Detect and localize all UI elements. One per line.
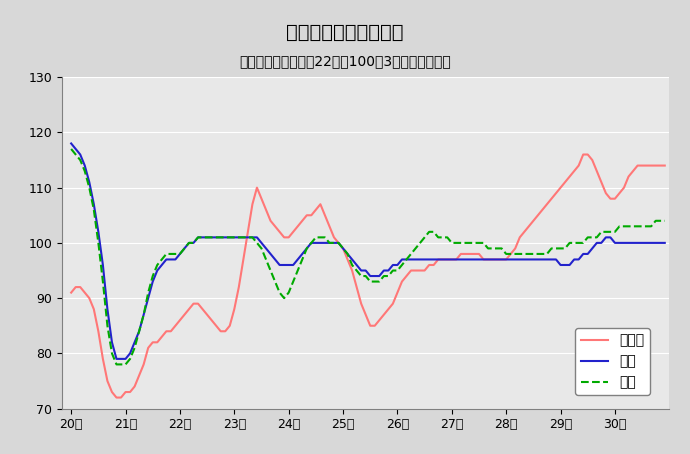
中国 <box>660 240 669 246</box>
全国 <box>552 246 560 251</box>
Line: 全国: 全国 <box>71 149 664 365</box>
全国 <box>547 246 555 251</box>
Text: （季節調整済、平成22年＝100、3ヶ月移動平均）: （季節調整済、平成22年＝100、3ヶ月移動平均） <box>239 54 451 69</box>
鳥取県 <box>121 389 130 395</box>
中国 <box>271 257 279 262</box>
鳥取県 <box>547 196 555 202</box>
中国 <box>552 257 560 262</box>
中国 <box>121 356 130 361</box>
中国 <box>144 296 152 301</box>
全国 <box>112 362 121 367</box>
Line: 中国: 中国 <box>71 143 664 359</box>
鳥取県 <box>144 345 152 350</box>
鳥取県 <box>67 290 75 295</box>
鳥取県 <box>271 223 279 229</box>
中国 <box>67 141 75 146</box>
Text: 鉱工業生産指数の推移: 鉱工業生産指数の推移 <box>286 23 404 42</box>
全国 <box>660 218 669 223</box>
Legend: 鳥取県, 中国, 全国: 鳥取県, 中国, 全国 <box>575 328 650 395</box>
鳥取県 <box>579 152 587 157</box>
鳥取県 <box>253 185 261 190</box>
中国 <box>253 235 261 240</box>
鳥取県 <box>112 395 121 400</box>
全国 <box>271 279 279 284</box>
Line: 鳥取県: 鳥取県 <box>71 154 664 398</box>
全国 <box>253 240 261 246</box>
全国 <box>121 362 130 367</box>
鳥取県 <box>660 163 669 168</box>
鳥取県 <box>552 190 560 196</box>
中国 <box>112 356 121 361</box>
全国 <box>144 290 152 295</box>
中国 <box>547 257 555 262</box>
全国 <box>67 146 75 152</box>
